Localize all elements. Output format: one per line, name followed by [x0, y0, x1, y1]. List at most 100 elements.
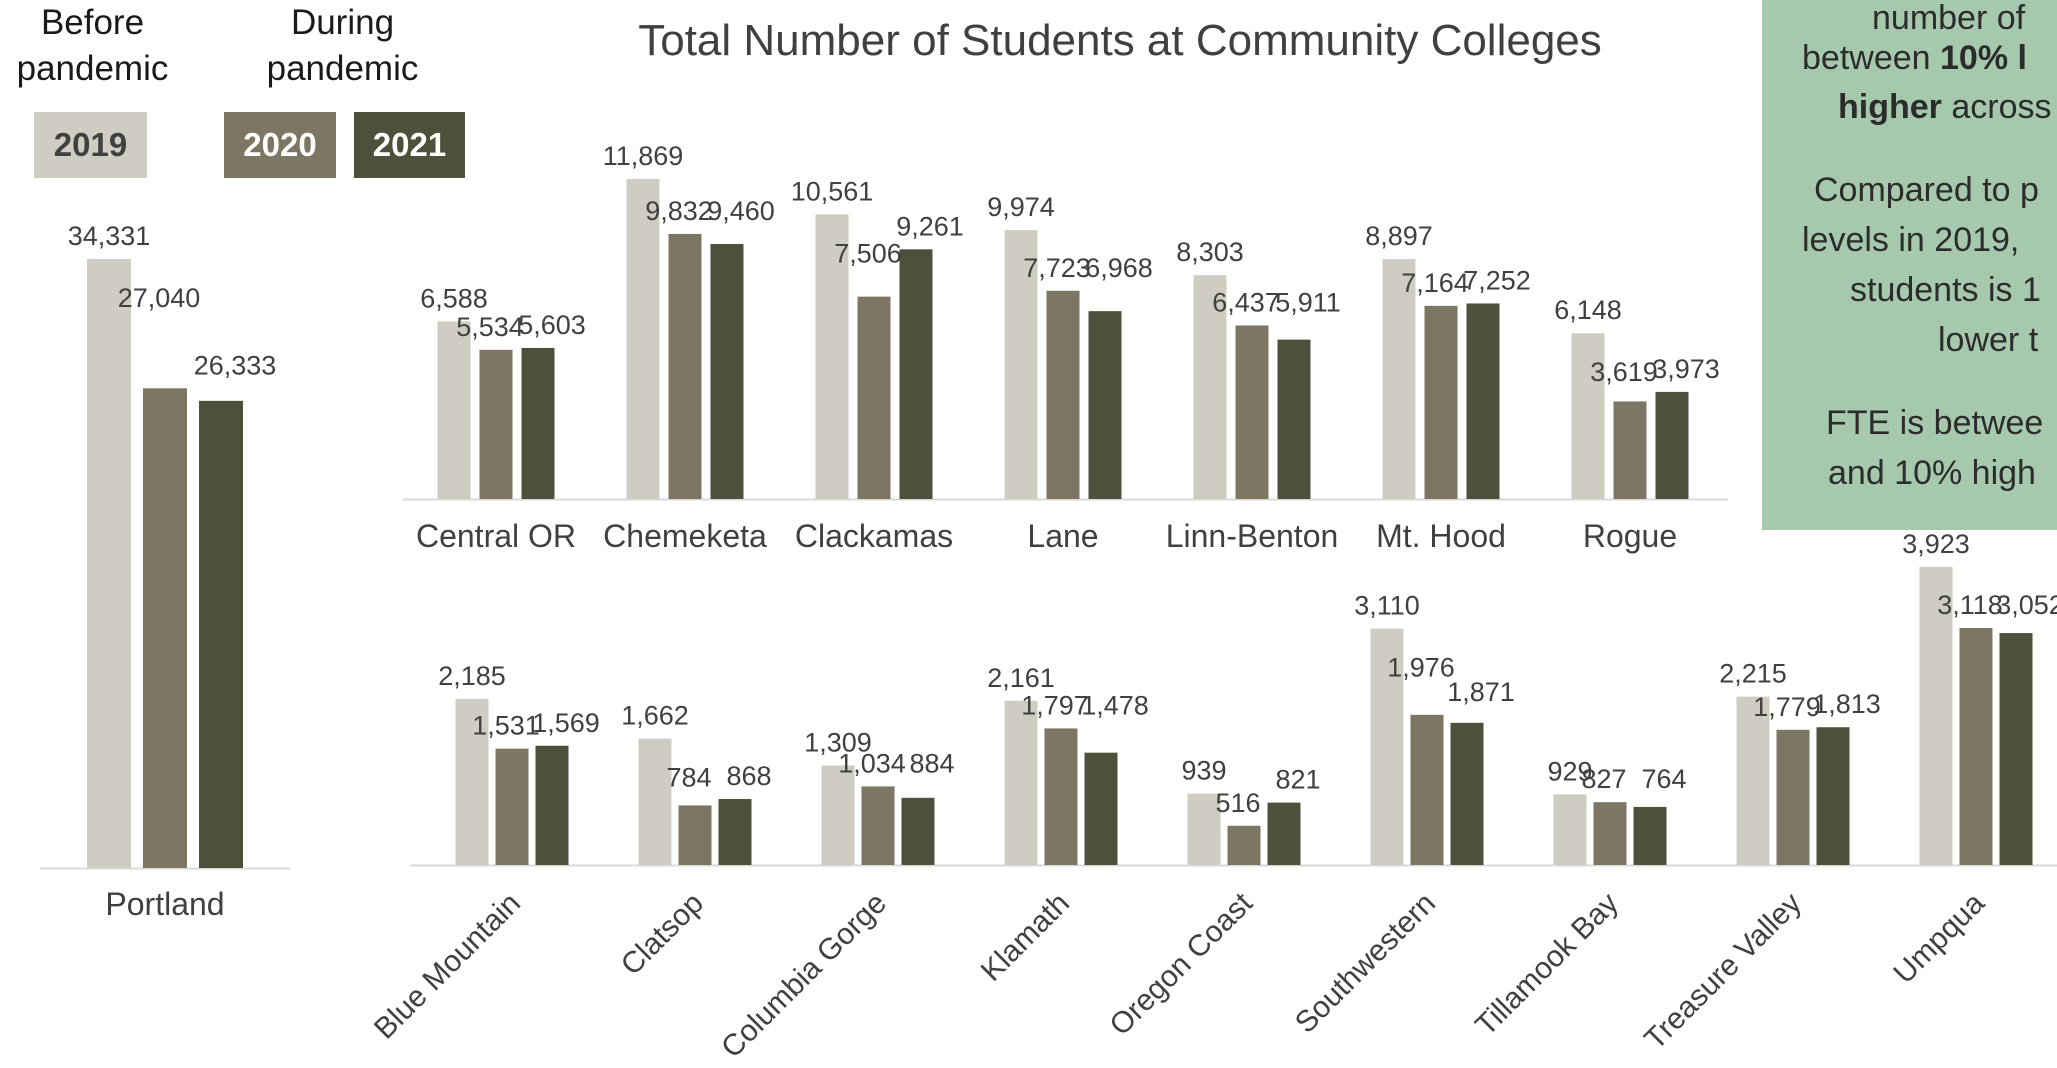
data-label-lane-2020: 7,723 — [1023, 253, 1091, 283]
data-label-clackamas-2021: 9,261 — [896, 211, 964, 241]
note-line-3: higher across — [1838, 82, 2052, 132]
bar-tillamook-bay-2019 — [1553, 794, 1587, 865]
data-label-portland-2021: 26,333 — [194, 350, 277, 380]
category-label-chemeketa: Chemeketa — [603, 518, 767, 554]
data-label-umpqua-2020: 3,118 — [1937, 590, 2003, 620]
data-label-tillamook-bay-2021: 764 — [1641, 764, 1686, 794]
data-label-chemeketa-2019: 11,869 — [603, 141, 684, 171]
bar-central-or-2020 — [479, 349, 513, 499]
data-label-clatsop-2019: 1,662 — [621, 701, 689, 731]
bar-portland-2019 — [87, 258, 131, 869]
data-label-columbia-gorge-2019: 1,309 — [804, 728, 872, 758]
bar-linn-benton-2020 — [1235, 325, 1269, 499]
data-label-rogue-2019: 6,148 — [1554, 295, 1622, 325]
note-line-2-text: between — [1802, 39, 1940, 77]
data-label-treasure-valley-2020: 1,779 — [1753, 692, 1821, 722]
note-line-1: number of — [1872, 0, 2026, 37]
data-label-treasure-valley-2019: 2,215 — [1719, 659, 1787, 689]
data-label-portland-2020: 27,040 — [118, 283, 201, 313]
data-label-umpqua-2019: 3,923 — [1902, 529, 1970, 559]
category-label-klamath: Klamath — [975, 887, 1076, 988]
bar-umpqua-2021 — [1999, 633, 2033, 865]
category-label-clackamas: Clackamas — [795, 518, 953, 554]
note-line-2: between 10% l — [1802, 33, 2027, 83]
data-label-rogue-2020: 3,619 — [1590, 357, 1658, 387]
note-line-3-bold: higher — [1838, 88, 1942, 126]
data-label-linn-benton-2019: 8,303 — [1176, 237, 1244, 267]
bar-blue-mountain-2021 — [535, 745, 569, 865]
data-label-clatsop-2020: 784 — [666, 763, 711, 793]
bar-treasure-valley-2021 — [1816, 727, 1850, 865]
data-label-clackamas-2019: 10,561 — [791, 176, 874, 206]
bar-oregon-coast-2020 — [1227, 825, 1261, 865]
category-label-blue-mountain: Blue Mountain — [368, 887, 527, 1046]
data-label-linn-benton-2021: 5,911 — [1275, 287, 1341, 317]
data-label-columbia-gorge-2020: 1,034 — [838, 748, 906, 778]
legend-2020: 2020 — [224, 112, 336, 178]
bar-columbia-gorge-2021 — [901, 797, 935, 865]
during-pandemic-label: During pandemic — [266, 3, 419, 88]
bar-mt-hood-2020 — [1424, 305, 1458, 499]
note-line-2-bold: 10% l — [1940, 39, 2027, 77]
bar-umpqua-2020 — [1959, 628, 1993, 865]
bar-clatsop-2020 — [678, 805, 712, 865]
bar-linn-benton-2021 — [1277, 339, 1311, 499]
category-label-treasure-valley: Treasure Valley — [1638, 887, 1808, 1057]
data-label-central-or-2019: 6,588 — [420, 283, 488, 313]
category-label-oregon-coast: Oregon Coast — [1104, 886, 1260, 1042]
data-label-oregon-coast-2019: 939 — [1181, 756, 1226, 786]
data-label-lane-2019: 9,974 — [987, 192, 1055, 222]
data-label-klamath-2020: 1,797 — [1021, 690, 1089, 720]
data-label-lane-2021: 6,968 — [1085, 253, 1153, 283]
note-line-7: lower t — [1938, 321, 2039, 359]
note-line-6: students is 1 — [1850, 271, 2041, 309]
bar-oregon-coast-2019 — [1187, 793, 1221, 865]
bar-chemeketa-2020 — [668, 233, 702, 500]
bar-tillamook-bay-2020 — [1593, 802, 1627, 865]
data-label-mt-hood-2021: 7,252 — [1463, 265, 1531, 295]
note-line-3-text: across — [1941, 88, 2052, 126]
note-line-9: and 10% high — [1828, 454, 2036, 492]
data-label-linn-benton-2020: 6,437 — [1212, 287, 1280, 317]
before-pandemic-label: Before pandemic — [16, 3, 169, 88]
bar-rogue-2019 — [1571, 333, 1605, 499]
data-label-chemeketa-2020: 9,832 — [645, 196, 713, 226]
bar-oregon-coast-2021 — [1267, 802, 1301, 865]
note-line-8: FTE is betwee — [1826, 404, 2044, 442]
data-label-clackamas-2020: 7,506 — [834, 238, 902, 268]
category-label-linn-benton: Linn-Benton — [1166, 518, 1339, 554]
bar-klamath-2020 — [1044, 728, 1078, 865]
bar-southwestern-2021 — [1450, 722, 1484, 865]
category-label-southwestern: Southwestern — [1289, 887, 1442, 1040]
category-label-rogue: Rogue — [1583, 518, 1677, 554]
data-label-klamath-2021: 1,478 — [1081, 690, 1149, 720]
bar-clackamas-2021 — [899, 249, 933, 499]
data-label-central-or-2020: 5,534 — [456, 312, 524, 342]
category-label-tillamook-bay: Tillamook Bay — [1469, 887, 1625, 1043]
data-label-tillamook-bay-2020: 827 — [1581, 764, 1626, 794]
bar-klamath-2021 — [1084, 752, 1118, 865]
data-label-oregon-coast-2021: 821 — [1275, 765, 1320, 795]
bar-clackamas-2020 — [857, 296, 891, 499]
legend-2021: 2021 — [354, 112, 465, 178]
data-label-blue-mountain-2021: 1,569 — [532, 708, 600, 738]
category-label-clatsop: Clatsop — [615, 887, 710, 982]
category-label-central-or: Central OR — [416, 518, 576, 554]
data-label-central-or-2021: 5,603 — [518, 310, 586, 340]
bar-clackamas-2019 — [815, 214, 849, 499]
bar-tillamook-bay-2021 — [1633, 806, 1667, 865]
bar-southwestern-2020 — [1410, 714, 1444, 865]
note-line-4: Compared to p — [1814, 171, 2039, 209]
bar-klamath-2019 — [1004, 700, 1038, 865]
data-label-umpqua-2021: 3,052 — [1996, 590, 2057, 620]
category-label-mt-hood: Mt. Hood — [1376, 518, 1506, 554]
bar-clatsop-2019 — [638, 738, 672, 865]
bar-blue-mountain-2019 — [455, 698, 489, 865]
bar-mt-hood-2021 — [1466, 303, 1500, 499]
data-label-blue-mountain-2020: 1,531 — [472, 711, 540, 741]
data-label-portland-2019: 34,331 — [68, 221, 151, 251]
legend-header: Before pandemic During pandemic 2019 202… — [0, 0, 500, 200]
data-label-klamath-2019: 2,161 — [987, 663, 1055, 693]
category-label-lane: Lane — [1027, 518, 1098, 554]
